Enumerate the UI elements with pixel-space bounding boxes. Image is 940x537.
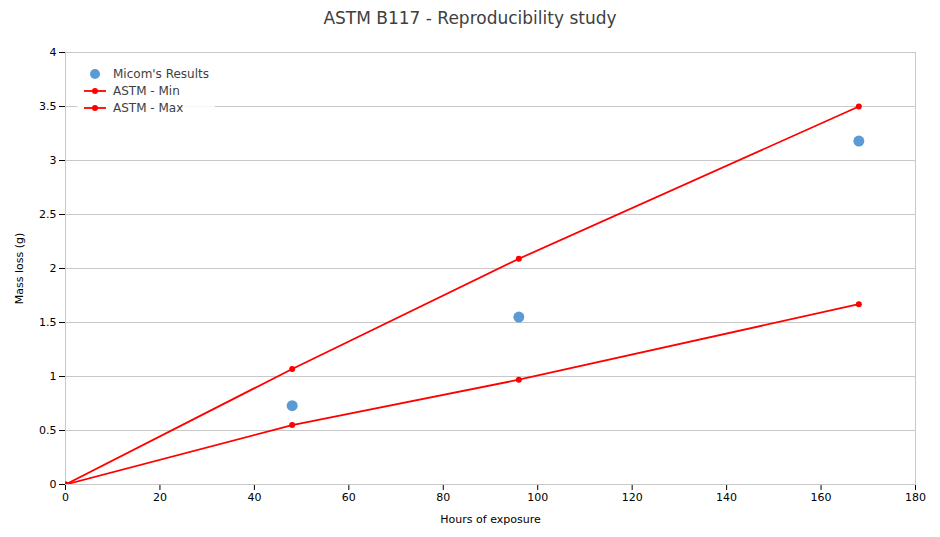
svg-text:1.5: 1.5 xyxy=(39,316,57,329)
svg-text:80: 80 xyxy=(436,491,450,504)
svg-text:140: 140 xyxy=(716,491,737,504)
html-text:ASTM - Max: ASTM - Max xyxy=(113,101,184,115)
svg-text:4: 4 xyxy=(50,46,57,59)
svg-text:120: 120 xyxy=(622,491,643,504)
svg-text:180: 180 xyxy=(905,491,926,504)
svg-text:100: 100 xyxy=(527,491,548,504)
svg-text:Hours of exposure: Hours of exposure xyxy=(440,513,541,526)
svg-text:3: 3 xyxy=(50,154,57,167)
svg-text:60: 60 xyxy=(342,491,356,504)
svg-text:2.5: 2.5 xyxy=(39,208,57,221)
svg-text:1: 1 xyxy=(50,370,57,383)
html-text:ASTM - Min: ASTM - Min xyxy=(113,84,180,98)
svg-text:Mass loss (g): Mass loss (g) xyxy=(13,233,26,305)
svg-text:0.5: 0.5 xyxy=(39,424,57,437)
html-text:ASTM B117 - Reproducibility st: ASTM B117 - Reproducibility study xyxy=(323,8,617,28)
svg-text:0: 0 xyxy=(50,478,57,491)
svg-text:2: 2 xyxy=(50,262,57,275)
svg-text:160: 160 xyxy=(811,491,832,504)
svg-text:3.5: 3.5 xyxy=(39,100,57,113)
svg-text:0: 0 xyxy=(62,491,69,504)
svg-text:20: 20 xyxy=(153,491,167,504)
svg-text:40: 40 xyxy=(247,491,261,504)
html-text:Micom's Results: Micom's Results xyxy=(113,67,209,81)
